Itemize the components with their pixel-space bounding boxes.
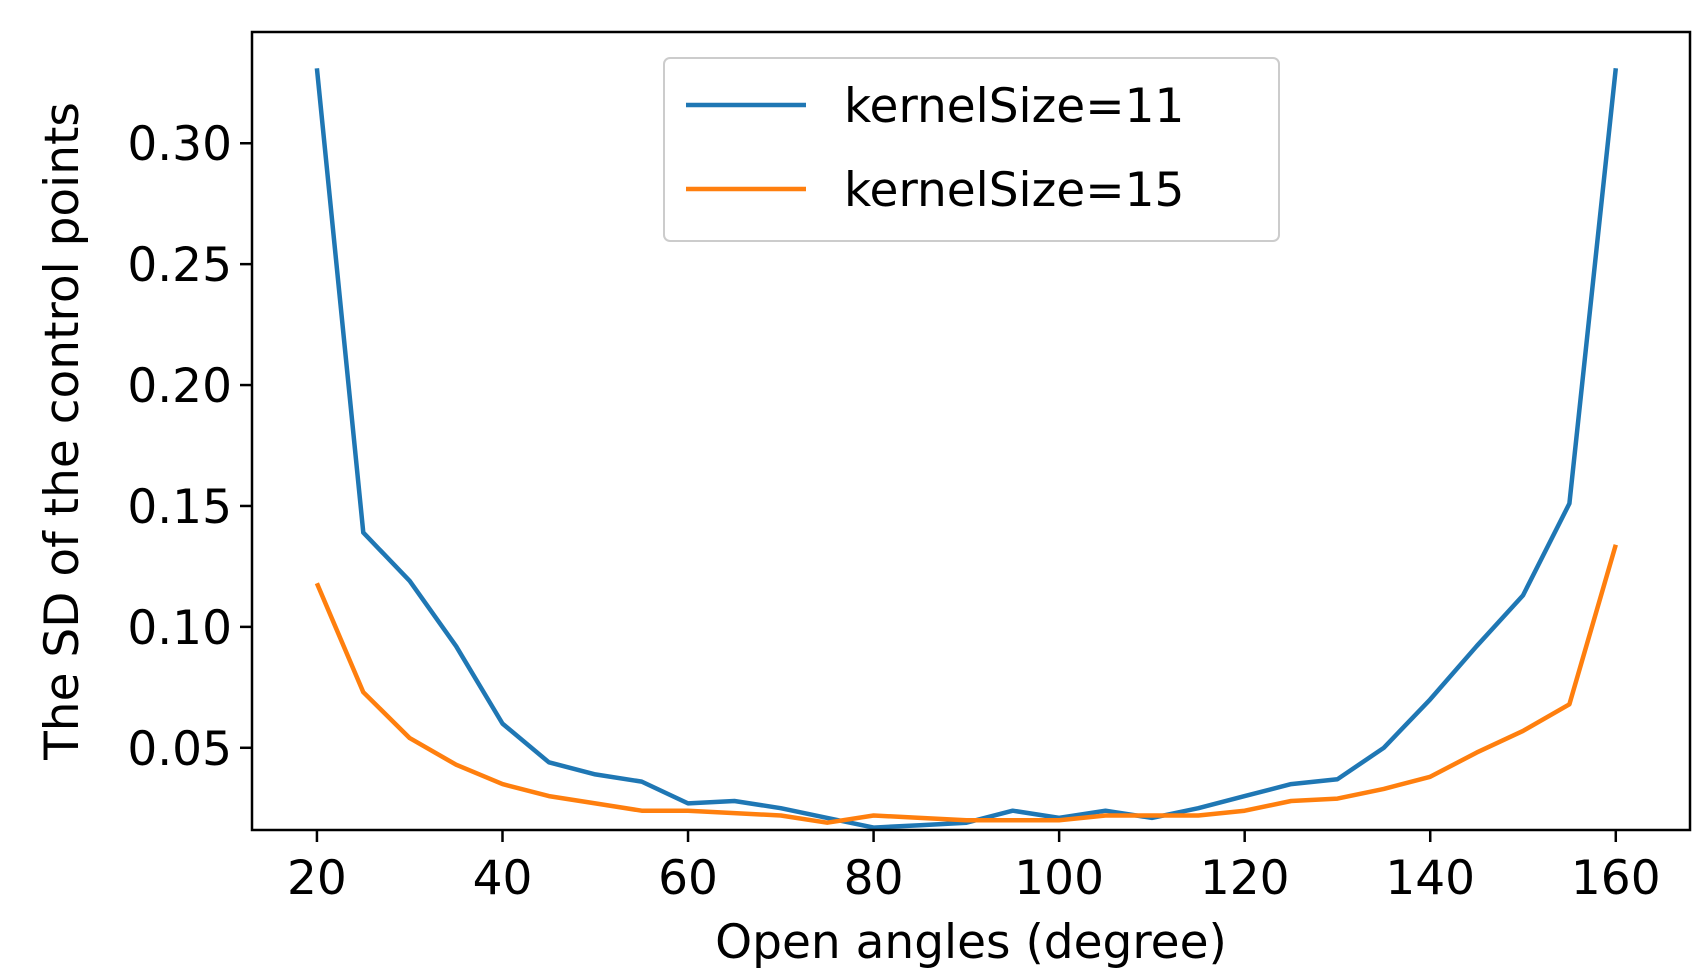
series-layer [314,68,1619,830]
x-tick-label: 60 [658,851,718,906]
y-axis: 0.05 0.10 0.15 0.20 0.25 0.30 [127,117,252,777]
y-tick-label: 0.15 [127,480,232,535]
x-tick-label: 40 [473,851,533,906]
y-tick-label: 0.25 [127,238,232,293]
x-tick-label: 20 [287,851,347,906]
y-tick-label: 0.05 [127,722,232,777]
legend-box [663,57,1280,242]
y-axis-label: The SD of the control points [35,102,90,761]
x-tick-label: 160 [1571,851,1661,906]
x-axis: 20 40 60 80 100 120 140 160 [287,830,1661,906]
x-tick-label: 80 [844,851,904,906]
x-tick-label: 100 [1014,851,1104,906]
series-line-1 [314,68,1619,830]
plot-area-frame [250,30,1692,832]
y-tick-label: 0.30 [127,117,232,172]
x-tick-label: 140 [1385,851,1475,906]
y-tick-label: 0.20 [127,359,232,414]
legend-label-2: kernelSize=15 [844,163,1184,218]
y-tick-label: 0.10 [127,601,232,656]
legend-label-1: kernelSize=11 [844,79,1184,134]
x-tick-label: 120 [1200,851,1290,906]
x-axis-label: Open angles (degree) [715,915,1227,970]
series-line-2 [314,544,1618,825]
legend: kernelSize=11 kernelSize=15 [663,57,1280,242]
